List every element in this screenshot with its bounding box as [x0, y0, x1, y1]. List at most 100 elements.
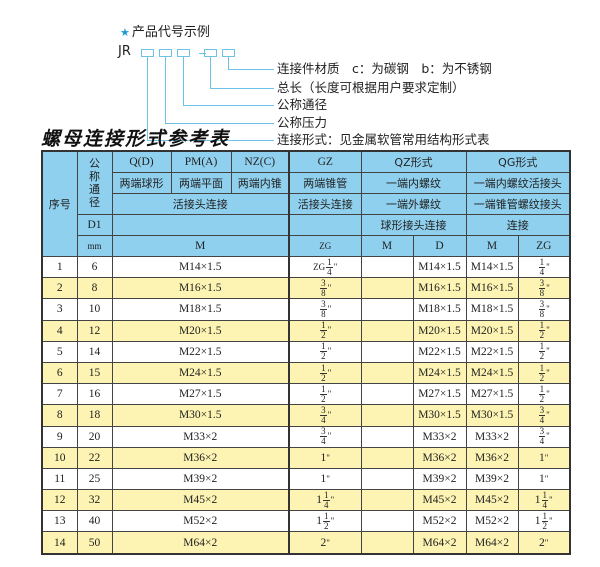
inch-mark: "	[546, 325, 550, 336]
code-prefix: JR	[118, 44, 131, 59]
fraction-denominator: 4	[542, 499, 548, 510]
cell-qz-d: M24×1.5	[412, 361, 467, 385]
cell-zg: 1 2 "	[288, 383, 362, 406]
code-box-length	[204, 49, 217, 57]
fraction-denominator: 2	[321, 351, 326, 362]
fraction-numerator: 1	[538, 383, 546, 395]
cell-m: M64×2	[111, 531, 290, 555]
header-m: M	[111, 235, 290, 257]
cell-qg-m: M39×2	[465, 467, 519, 491]
header-seq: 序号	[41, 150, 78, 257]
zg-integer: 1	[320, 451, 327, 464]
fraction-numerator: 3	[538, 404, 546, 416]
cell-qg-m: M22×1.5	[465, 340, 519, 363]
cell-qg-zg: 3 4 "	[517, 425, 571, 448]
star-icon: ★	[120, 26, 130, 39]
zg-integer: 1	[534, 493, 541, 506]
fraction-numerator: 1	[541, 510, 549, 522]
inch-mark: "	[327, 388, 332, 399]
cell-qz-d: M36×2	[412, 446, 467, 469]
inch-mark: "	[546, 304, 550, 315]
cell-zg: 1"	[288, 467, 362, 491]
cell-m: M16×1.5	[111, 277, 290, 300]
cell-qg-m: M30×1.5	[465, 404, 519, 427]
table-row: 13 40 M52×2 1 1 2 " M52×2 M52×2 1 1 2 "	[41, 510, 571, 533]
cell-no: 14	[41, 531, 78, 555]
fraction-numerator: 3	[538, 298, 546, 310]
cell-m: M20×1.5	[111, 319, 290, 342]
header-qg-zg: ZG	[517, 235, 571, 257]
cell-d1: 18	[76, 404, 113, 427]
legend-label-pressure: 公称压力	[277, 115, 328, 130]
cell-m: M27×1.5	[111, 383, 290, 406]
fraction-numerator: 1	[323, 510, 330, 522]
cell-m: M52×2	[111, 510, 290, 533]
zg-integer: 1	[534, 514, 541, 527]
inch-mark: "	[544, 473, 549, 484]
cell-qg-zg: 1 4 "	[517, 255, 571, 279]
fraction-numerator: 3	[320, 426, 327, 438]
header-r2-qz: 一端内螺纹	[360, 172, 467, 194]
cell-qg-zg: 1 1 4 "	[517, 489, 571, 512]
header-gz: GZ	[288, 150, 362, 173]
cell-qg-zg: 1"	[517, 467, 571, 491]
fraction-numerator: 1	[541, 489, 549, 501]
inch-mark: "	[327, 346, 332, 357]
cell-qg-m: M45×2	[465, 489, 519, 512]
cell-qg-zg: 1 2 "	[517, 361, 571, 385]
legend-label-material: 连接件材质 c：为碳钢 b：为不锈钢	[277, 61, 492, 76]
cell-qg-m: M16×1.5	[465, 277, 519, 300]
table-row: 6 15 M24×1.5 1 2 " M24×1.5 M24×1.5 1 2 "	[41, 361, 571, 385]
table-row: 1 6 M14×1.5 ZG 1 4 " M14×1.5 M14×1.5 1 4 "	[41, 255, 571, 279]
header-pma: PM(A)	[170, 150, 232, 173]
fraction-denominator: 8	[539, 308, 545, 319]
cell-no: 12	[41, 489, 78, 512]
header-r3-qg: 一端锥管螺纹接头	[465, 193, 571, 215]
cell-qg-zg: 2"	[517, 531, 571, 555]
cell-qg-m: M52×2	[465, 510, 519, 533]
fraction-numerator: 1	[326, 256, 333, 268]
cell-d1: 6	[76, 255, 113, 279]
cell-m: M45×2	[111, 489, 290, 512]
code-dash	[199, 53, 206, 54]
header-r3-gz: 活接头连接	[288, 193, 362, 215]
cell-m: M24×1.5	[111, 361, 290, 385]
cell-zg: 1 1 4 "	[288, 489, 362, 512]
fraction-denominator: 2	[321, 393, 326, 404]
fraction-numerator: 1	[320, 341, 327, 353]
table-body: 1 6 M14×1.5 ZG 1 4 " M14×1.5 M14×1.5 1 4 " 2 8 M16×1.5…	[41, 255, 571, 555]
cell-qz-d: M27×1.5	[412, 383, 467, 406]
cell-qg-zg: 1 2 "	[517, 319, 571, 342]
cell-qg-zg: 1 1 2 "	[517, 510, 571, 533]
fraction-denominator: 8	[321, 287, 326, 298]
fraction-numerator: 1	[320, 383, 327, 395]
cell-d1: 16	[76, 383, 113, 406]
zg-integer: 1	[316, 493, 323, 506]
inch-mark: "	[330, 515, 335, 526]
cell-zg: 2"	[288, 531, 362, 555]
header-mm: mm	[76, 235, 113, 257]
cell-zg: 1 2 "	[288, 340, 362, 363]
inch-mark: "	[327, 325, 332, 336]
cell-d1: 10	[76, 298, 113, 321]
legend-title-text: 产品代号示例	[131, 25, 210, 40]
cell-qg-zg: 3 4 "	[517, 404, 571, 427]
header-r3-qz: 一端外螺纹	[360, 193, 467, 215]
cell-m: M39×2	[111, 467, 290, 491]
cell-m: M36×2	[111, 446, 290, 469]
cell-qz-m	[360, 489, 414, 512]
cell-no: 13	[41, 510, 78, 533]
cell-zg: 1"	[288, 446, 362, 469]
header-qg-m: M	[465, 235, 519, 257]
cell-qg-m: M64×2	[465, 531, 519, 555]
inch-mark: "	[330, 494, 335, 505]
header-r2-qg: 一端内螺纹活接头	[465, 172, 571, 194]
fraction-numerator: 3	[538, 277, 546, 289]
